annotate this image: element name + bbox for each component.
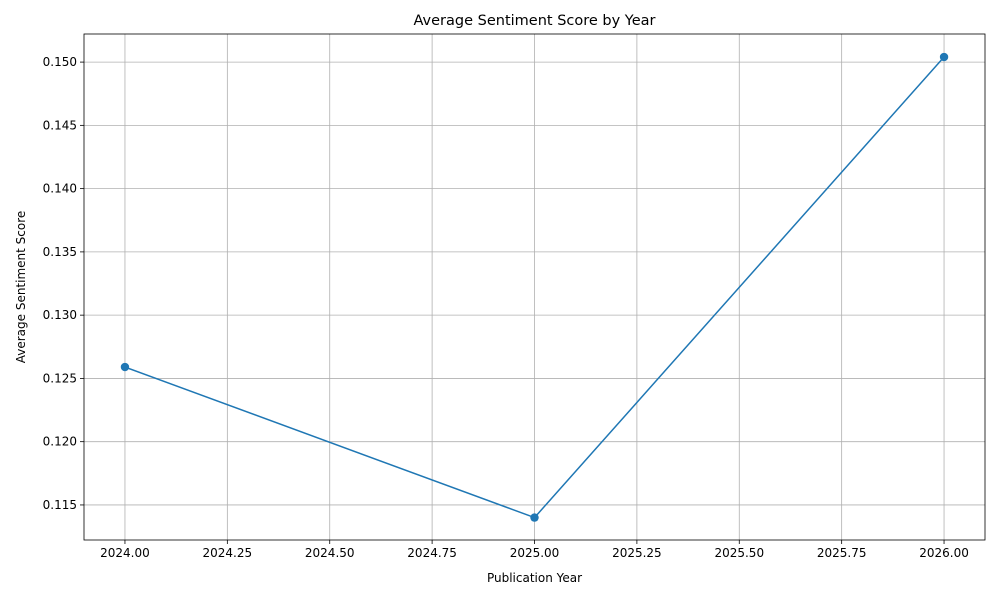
- y-tick-label: 0.150: [43, 55, 77, 69]
- x-tick-label: 2024.50: [305, 546, 355, 560]
- x-tick-label: 2025.00: [510, 546, 560, 560]
- y-tick-label: 0.130: [43, 308, 77, 322]
- y-tick-label: 0.125: [43, 371, 77, 385]
- x-tick-label: 2024.00: [100, 546, 150, 560]
- series-layer: [120, 52, 949, 522]
- data-point-marker: [939, 52, 949, 62]
- x-axis-label: Publication Year: [487, 571, 582, 585]
- y-tick-label: 0.140: [43, 182, 77, 196]
- x-tick-label: 2024.25: [203, 546, 253, 560]
- y-tick-label: 0.135: [43, 245, 77, 259]
- y-axis-label: Average Sentiment Score: [14, 211, 28, 364]
- axis-ticks: 2024.00 2024.25 2024.50 2024.75 2025.00 2025.…: [43, 55, 969, 560]
- data-point-marker: [120, 362, 130, 372]
- x-tick-label: 2025.75: [817, 546, 867, 560]
- chart-title: Average Sentiment Score by Year: [413, 13, 655, 29]
- x-tick-label: 2026.00: [919, 546, 969, 560]
- x-tick-label: 2025.25: [612, 546, 662, 560]
- y-tick-label: 0.115: [43, 498, 77, 512]
- x-tick-label: 2024.75: [407, 546, 457, 560]
- grid-lines: [84, 34, 985, 540]
- data-point-marker: [530, 513, 539, 522]
- y-tick-label: 0.145: [43, 118, 77, 132]
- x-tick-label: 2025.50: [714, 546, 764, 560]
- y-tick-label: 0.120: [43, 435, 77, 449]
